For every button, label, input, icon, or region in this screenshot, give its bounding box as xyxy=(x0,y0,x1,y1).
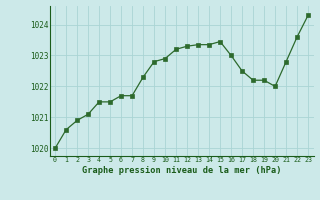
X-axis label: Graphe pression niveau de la mer (hPa): Graphe pression niveau de la mer (hPa) xyxy=(82,166,281,175)
